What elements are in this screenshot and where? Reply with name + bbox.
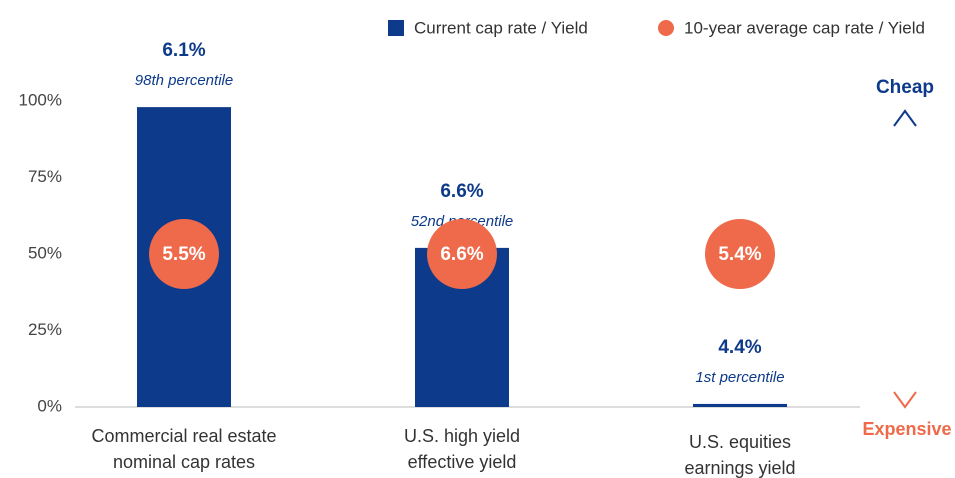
average-marker	[427, 219, 497, 289]
y-tick-label: 75%	[28, 167, 62, 186]
percentile-label: 1st percentile	[695, 369, 784, 386]
average-marker	[705, 219, 775, 289]
yield-label: 6.6%	[440, 181, 483, 202]
average-label: 5.4%	[718, 244, 761, 265]
x-tick-label: Commercial real estate	[91, 426, 276, 446]
y-tick-label: 100%	[19, 90, 62, 109]
legend-swatch	[658, 20, 674, 36]
average-label: 5.5%	[162, 244, 205, 265]
legend-label: Current cap rate / Yield	[414, 18, 588, 37]
legend-swatch	[388, 20, 404, 36]
bar	[693, 403, 787, 407]
legend-label: 10-year average cap rate / Yield	[684, 18, 925, 37]
percentile-label: 98th percentile	[135, 72, 233, 89]
yield-label: 6.1%	[162, 40, 205, 61]
x-tick-label: earnings yield	[684, 458, 795, 478]
annotation-expensive: Expensive	[862, 419, 951, 439]
cheap-expensive-arrow	[893, 109, 917, 409]
yield-label: 4.4%	[718, 337, 761, 358]
x-tick-label: U.S. equities	[689, 432, 791, 452]
y-tick-label: 0%	[37, 396, 62, 415]
y-tick-label: 25%	[28, 320, 62, 339]
average-marker	[149, 219, 219, 289]
average-label: 6.6%	[440, 244, 483, 265]
y-tick-label: 50%	[28, 243, 62, 262]
annotation-cheap: Cheap	[876, 77, 934, 98]
x-tick-label: effective yield	[408, 452, 517, 472]
x-tick-label: nominal cap rates	[113, 452, 255, 472]
x-tick-label: U.S. high yield	[404, 426, 520, 446]
